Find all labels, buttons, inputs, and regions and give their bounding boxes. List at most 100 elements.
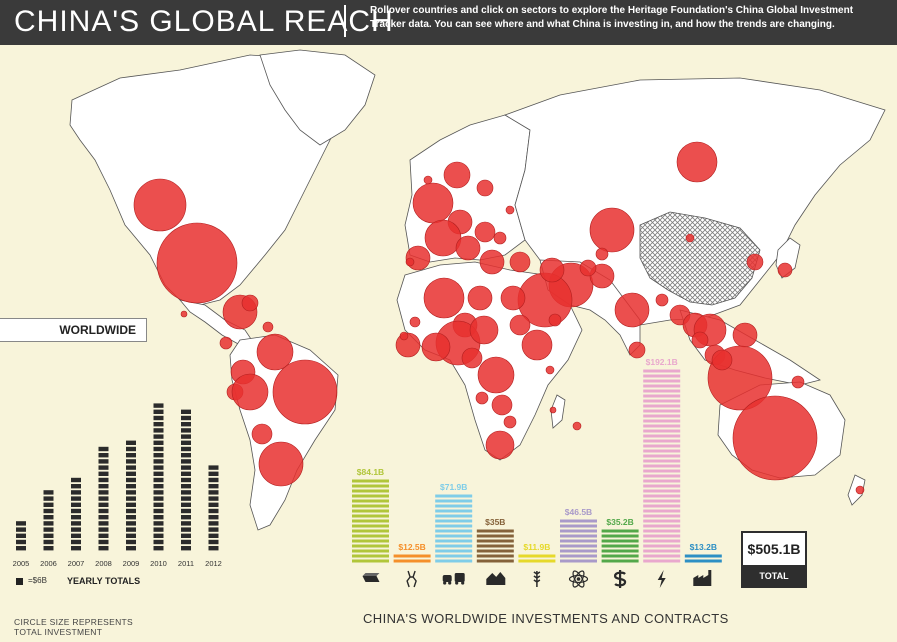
bubble-senegal[interactable]: [399, 331, 409, 341]
year-block: [153, 415, 164, 421]
bubble-ethiopia[interactable]: [521, 329, 553, 361]
sector-bar-stripe: [560, 544, 597, 548]
bubble-zimbabwe[interactable]: [503, 415, 517, 429]
bubble-peru[interactable]: [231, 373, 269, 411]
bubble-iraq[interactable]: [539, 257, 565, 283]
bubble-chad[interactable]: [469, 315, 499, 345]
bubble-iceland[interactable]: [423, 175, 433, 185]
sector-bar-transport[interactable]: $71.9B: [435, 482, 473, 585]
bubble-sudan[interactable]: [509, 314, 531, 336]
region-greenland[interactable]: [259, 49, 376, 146]
year-tick-label: 2007: [68, 559, 85, 568]
bubble-mauritania[interactable]: [409, 316, 421, 328]
bubble-bolivia[interactable]: [251, 423, 273, 445]
circle-size-note-line2: TOTAL INVESTMENT: [14, 627, 103, 637]
circle-size-note: CIRCLE SIZE REPRESENTS: [14, 617, 134, 627]
bubble-south-africa[interactable]: [485, 430, 515, 460]
bubble-poland[interactable]: [474, 221, 496, 243]
bubble-ukraine[interactable]: [505, 205, 515, 215]
year-block: [16, 527, 26, 532]
oil-barrel-icon[interactable]: [362, 573, 380, 582]
worldwide-filter[interactable]: WORLDWIDE: [0, 318, 147, 342]
bubble-kazakhstan[interactable]: [589, 207, 635, 253]
bubble-japan[interactable]: [777, 262, 793, 278]
bubble-portugal[interactable]: [405, 257, 415, 267]
sector-bar-agriculture[interactable]: $11.9B: [518, 542, 556, 587]
bubble-egypt[interactable]: [500, 285, 526, 311]
bubble-uzbekistan[interactable]: [595, 247, 609, 261]
lightning-icon[interactable]: [657, 570, 666, 588]
bubble-kenya[interactable]: [545, 365, 555, 375]
sector-bar-stripe: [643, 479, 681, 483]
sector-bar-stripe: [476, 559, 514, 563]
bubble-algeria[interactable]: [423, 277, 465, 319]
sector-value-label: $11.9B: [523, 542, 550, 552]
bubble-singapore[interactable]: [711, 349, 733, 371]
sector-bar-stripe: [393, 554, 431, 558]
sector-bar-energy[interactable]: $84.1B: [352, 467, 389, 582]
bubble-afghanistan[interactable]: [579, 259, 597, 277]
bubble-india[interactable]: [614, 292, 650, 328]
region-asia[interactable]: [504, 77, 886, 326]
transport-icon[interactable]: [442, 573, 465, 585]
year-block: [153, 484, 164, 489]
bubble-papua-new-guinea[interactable]: [791, 375, 805, 389]
bubble-mexico-south[interactable]: [180, 310, 188, 318]
sector-bar-finance[interactable]: $35.2B: [601, 517, 639, 588]
bubble-mongolia[interactable]: [685, 233, 695, 243]
metals-icon[interactable]: [406, 570, 417, 588]
sector-bar-stripe: [601, 544, 639, 548]
bubble-turkey[interactable]: [509, 251, 531, 273]
dollar-icon[interactable]: [613, 570, 627, 588]
bubble-zambia[interactable]: [491, 394, 513, 416]
sector-bar-chemicals[interactable]: $13.2B: [684, 542, 722, 586]
year-block: [98, 465, 109, 470]
bubble-mauritius[interactable]: [572, 421, 582, 431]
bubble-korea[interactable]: [746, 253, 764, 271]
bubble-angola[interactable]: [475, 391, 489, 405]
legend-unit-square: [16, 578, 23, 585]
wheat-icon[interactable]: [533, 571, 541, 587]
bubble-gabon[interactable]: [461, 347, 483, 369]
bubble-argentina[interactable]: [258, 441, 304, 487]
bubble-brazil[interactable]: [272, 359, 338, 425]
bubble-jamaica[interactable]: [262, 321, 274, 333]
sector-bar-technology[interactable]: $46.5B: [560, 507, 597, 589]
bubble-greece[interactable]: [479, 249, 505, 275]
sector-bar-metals[interactable]: $12.5B: [393, 542, 431, 588]
region-china[interactable]: [639, 211, 761, 306]
bubble-madagascar[interactable]: [549, 406, 557, 414]
year-tick-label: 2008: [95, 559, 112, 568]
bubble-bangladesh[interactable]: [655, 293, 669, 307]
real-estate-icon[interactable]: [486, 572, 506, 585]
bubble-ghana[interactable]: [421, 332, 451, 362]
sector-bar-power[interactable]: $192.1B: [643, 357, 681, 588]
bubble-australia[interactable]: [732, 395, 818, 481]
bubble-yemen[interactable]: [548, 313, 562, 327]
bubble-libya[interactable]: [467, 285, 493, 311]
year-block: [98, 546, 109, 551]
bubble-central-america[interactable]: [219, 336, 233, 350]
bubble-new-zealand[interactable]: [855, 485, 865, 495]
bubble-russia[interactable]: [676, 141, 718, 183]
bubble-sri-lanka[interactable]: [628, 341, 646, 359]
bubble-belarus[interactable]: [493, 231, 507, 245]
atom-icon[interactable]: [568, 569, 589, 588]
sector-bar-stripe: [643, 454, 681, 458]
bubble-sweden[interactable]: [476, 179, 494, 197]
factory-icon[interactable]: [693, 570, 712, 586]
year-block: [43, 527, 54, 532]
bubble-norway[interactable]: [443, 161, 471, 189]
sector-bar-real-estate[interactable]: $35B: [476, 517, 514, 585]
bubble-usa[interactable]: [156, 222, 238, 304]
bubble-cambodia[interactable]: [691, 331, 709, 349]
year-block: [208, 508, 219, 514]
bubble-italy[interactable]: [455, 235, 481, 261]
bubble-congo[interactable]: [477, 356, 515, 394]
world-map[interactable]: [0, 45, 897, 642]
bubble-venezuela[interactable]: [256, 333, 294, 371]
bubble-cuba[interactable]: [241, 294, 259, 312]
bubble-canada[interactable]: [133, 178, 187, 232]
year-block: [208, 539, 219, 545]
